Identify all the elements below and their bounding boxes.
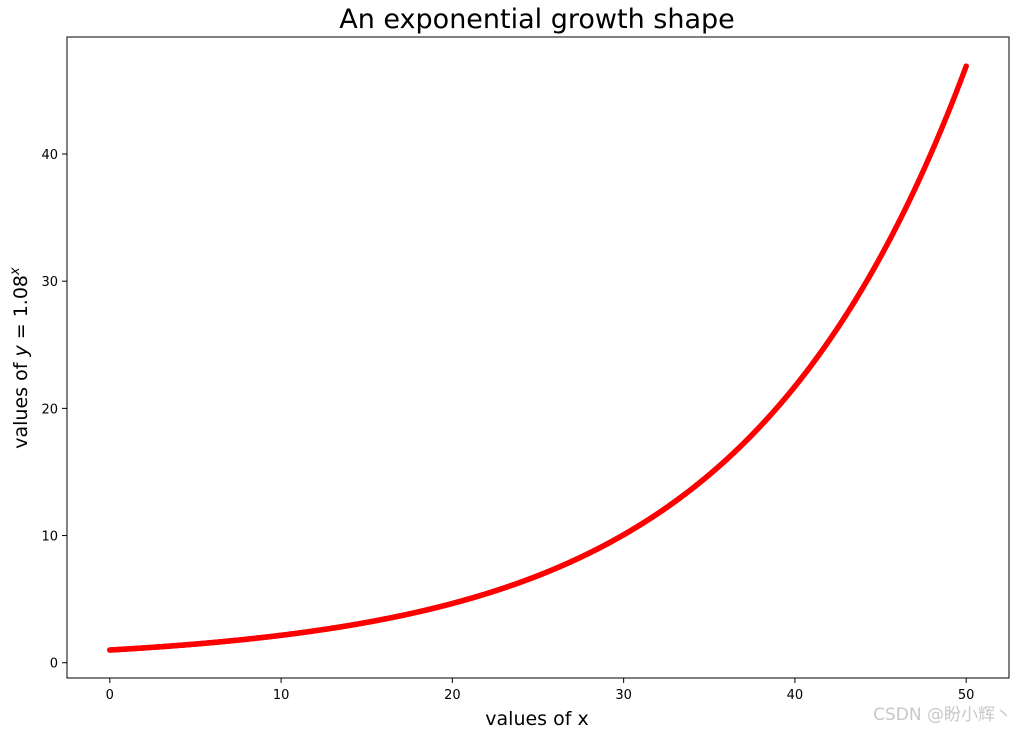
chart-title: An exponential growth shape: [339, 4, 735, 35]
data-point: [963, 63, 969, 70]
x-tick-label: 50: [958, 688, 975, 703]
x-axis-label: values of x: [485, 708, 588, 730]
y-axis-label: values of y = 1.08x: [8, 267, 32, 449]
plot-frame: [66, 36, 1010, 679]
x-axis-ticks: 0 10 20 30 40 50: [106, 678, 975, 703]
y-tick-label: 20: [41, 402, 58, 417]
y-tick-label: 40: [41, 148, 58, 163]
data-points: [107, 63, 969, 653]
x-tick-label: 10: [273, 688, 290, 703]
x-tick-label: 40: [787, 688, 804, 703]
plot-area: [67, 37, 1009, 678]
x-tick-label: 30: [615, 688, 632, 703]
y-axis-ticks: 0 10 20 30 40: [41, 148, 67, 672]
x-tick-label: 0: [106, 688, 114, 703]
watermark: CSDN @盼小辉丶: [873, 705, 1012, 725]
y-tick-label: 0: [50, 657, 58, 672]
y-tick-label: 30: [41, 275, 58, 290]
x-tick-label: 20: [444, 688, 461, 703]
y-tick-label: 10: [41, 530, 58, 545]
